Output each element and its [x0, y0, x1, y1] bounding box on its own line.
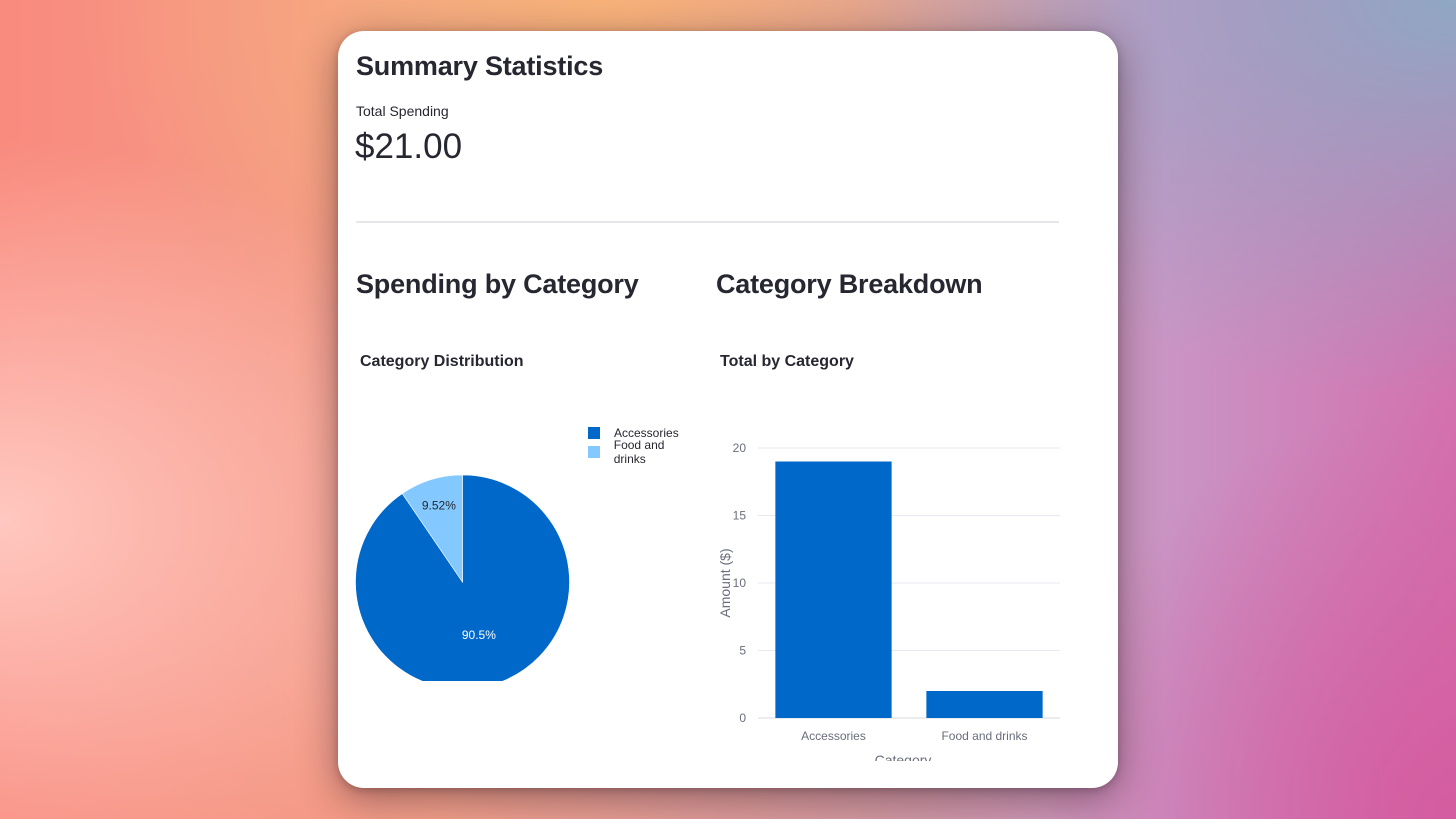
summary-title: Summary Statistics	[356, 51, 604, 81]
y-tick-label: 20	[733, 441, 747, 455]
bar-food-and-drinks[interactable]	[926, 691, 1043, 718]
pie-chart-svg: 90.5% 9.52%	[355, 474, 570, 681]
section-divider	[356, 221, 1059, 223]
category-breakdown-title: Category Breakdown	[716, 269, 983, 299]
pie-chart: Category Distribution 90.5% 9.52% Accesso…	[338, 341, 698, 681]
spending-by-category-title: Spending by Category	[356, 269, 639, 299]
x-tick-label: Accessories	[801, 729, 866, 743]
y-tick-label: 10	[733, 576, 747, 590]
summary-card: Summary Statistics Total Spending $21.00…	[338, 31, 1118, 788]
bar-chart: Total by Category 0 5 10 15 20 Accessories Foo…	[698, 341, 1098, 761]
y-tick-label: 15	[733, 509, 747, 523]
legend-swatch	[588, 445, 600, 458]
pie-slice-accessories[interactable]	[355, 474, 570, 681]
pie-legend: Accessories Food and drinks	[588, 423, 698, 466]
metric-value: $21.00	[355, 127, 463, 166]
x-axis-title: Category	[875, 752, 932, 761]
legend-label: Food and drinks	[613, 437, 665, 466]
y-tick-label: 0	[739, 711, 746, 725]
pie-slice-label: 9.52%	[422, 498, 456, 512]
metric-label: Total Spending	[356, 103, 449, 119]
y-tick-label: 5	[739, 644, 746, 658]
x-tick-label: Food and drinks	[941, 729, 1027, 743]
pie-slice-label: 90.5%	[462, 628, 496, 642]
y-axis-title: Amount ($)	[717, 548, 733, 617]
bar-chart-title: Total by Category	[720, 353, 854, 370]
bar-chart-svg: 0 5 10 15 20 Accessories Food and drinks Catego…	[717, 441, 1060, 761]
legend-swatch	[588, 426, 600, 439]
legend-item-food-and-drinks[interactable]: Food and drinks	[588, 438, 698, 466]
legend-label: Accessories	[614, 425, 679, 440]
legend-item-accessories[interactable]: Accessories	[588, 423, 698, 442]
bar-accessories[interactable]	[775, 461, 892, 719]
pie-slice-food-and-drinks[interactable]	[401, 474, 463, 583]
pie-chart-title: Category Distribution	[360, 353, 524, 370]
